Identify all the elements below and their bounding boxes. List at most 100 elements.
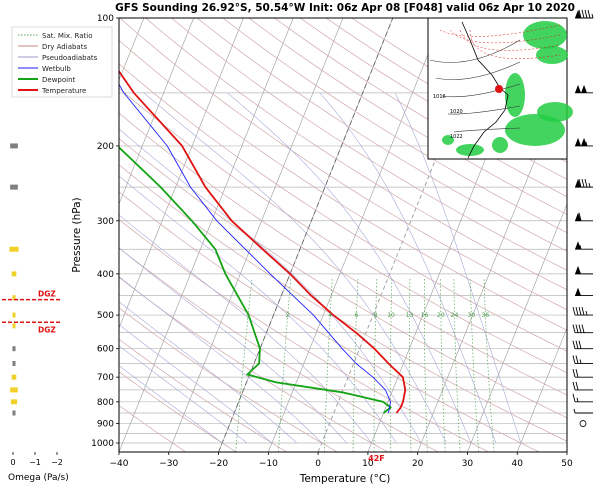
dry-adiabat (119, 338, 287, 452)
barb-pennant (581, 84, 587, 93)
mixing-ratio-labels: 1 2 4 6 8 10 13 16 20 24 30 36 (246, 312, 489, 319)
barb-pennant (575, 84, 581, 93)
dry-adiabat (196, 18, 567, 252)
pseudoadiabat (319, 92, 497, 444)
series-temperature (119, 69, 407, 414)
mixing-ratio-line (483, 278, 495, 452)
omega-bar (10, 387, 18, 393)
pseudoadiabat (394, 92, 522, 444)
x-tick-label: 10 (362, 459, 374, 469)
barb-pennant (575, 212, 581, 221)
barb-half (585, 310, 588, 316)
dry-adiabat (119, 404, 186, 452)
y-tick-label: 100 (97, 14, 114, 24)
precip-area (456, 144, 484, 156)
barb-half (576, 397, 579, 402)
legend: Sat. Mix. Ratio Dry Adiabats Pseudoadiabat… (11, 26, 113, 98)
dry-adiabat (119, 87, 567, 374)
barb-full (587, 9, 591, 19)
dry-adiabat-lines (119, 18, 567, 452)
y-tick-label: 600 (97, 345, 114, 355)
barb-full (575, 324, 579, 333)
legend-entry: Sat. Mix. Ratio (42, 32, 92, 40)
profile-traces (119, 69, 407, 414)
wind-barb (575, 137, 593, 147)
dry-adiabat (119, 191, 540, 452)
wind-barb (572, 369, 593, 378)
mixing-ratio-label: 16 (421, 312, 429, 319)
plot-area (119, 18, 567, 452)
x-tick-label: 20 (412, 459, 424, 469)
barb-full (575, 369, 579, 378)
barb-full (572, 393, 576, 402)
mixing-ratio-label: 10 (387, 312, 395, 319)
mixing-ratio-label: 36 (482, 312, 490, 319)
isobar-contour (453, 127, 521, 133)
legend-entry: Temperature (41, 87, 86, 95)
wind-barb (572, 381, 593, 391)
omega-bar (10, 399, 18, 405)
x-tick-label: 0 (315, 459, 321, 469)
isotherm-line (168, 18, 344, 452)
barb-half (585, 141, 588, 147)
barb-pennant (581, 137, 587, 146)
wind-barb (572, 340, 593, 350)
x-tick-label: −20 (209, 459, 228, 469)
mixing-ratio-label: 24 (451, 312, 459, 319)
wind-barb (572, 324, 593, 334)
barb-full (572, 340, 576, 349)
mixing-ratio-line (389, 278, 393, 452)
isotherm-line (467, 203, 567, 452)
wind-barb (575, 84, 593, 94)
barb-half (588, 183, 591, 188)
wind-barb (573, 408, 593, 414)
series-wetbulb (119, 83, 391, 414)
wind-barb (579, 420, 587, 427)
isobar-label: 1022 (450, 134, 463, 140)
barb-pennant (575, 179, 581, 188)
precip-area (442, 135, 454, 145)
coastline (461, 21, 509, 159)
inset-map: 1020 1022 1016 (427, 17, 573, 160)
thickness-contour (449, 29, 561, 44)
pseudoadiabat-lines (119, 92, 522, 444)
omega-bar (10, 184, 18, 190)
wind-barb (575, 265, 593, 275)
omega-bar (10, 143, 18, 149)
x-tick-label: 50 (561, 459, 573, 469)
barb-half (579, 245, 582, 250)
barb-full (572, 355, 576, 364)
freezing-ref-line (218, 18, 394, 452)
omega-bar (12, 360, 16, 366)
thickness-contour (439, 24, 561, 37)
isotherm-line (516, 327, 567, 452)
barb-pennant (575, 265, 581, 274)
isobar-contour (447, 105, 521, 115)
barb-full (581, 179, 585, 188)
axes: −40 −30 −20 −10 0 10 20 30 40 5010020030040050060… (91, 14, 573, 469)
mixing-ratio-label: 13 (406, 312, 414, 319)
omega-bar (11, 271, 17, 277)
dry-adiabat (119, 18, 567, 311)
dry-adiabat (119, 39, 567, 331)
wind-barb (572, 306, 593, 316)
barb-full (581, 324, 585, 333)
y-tick-label: 500 (97, 311, 114, 321)
barb-full (584, 9, 588, 19)
y-tick-label: 800 (97, 398, 114, 408)
chart-title: GFS Sounding 26.92°S, 50.54°W Init: 06z … (115, 2, 575, 14)
y-tick-label: 900 (97, 420, 114, 430)
surface-temp-annotation: 42F (368, 454, 385, 463)
barb-pennant (575, 287, 581, 296)
isotherm-line (119, 18, 194, 205)
wind-barb (575, 212, 593, 222)
x-axis-label: Temperature (°C) (299, 473, 391, 485)
pseudoadiabat (227, 92, 472, 444)
barb-full (578, 212, 582, 221)
wind-barb (575, 287, 593, 297)
mixing-ratio-line (470, 278, 480, 452)
dry-adiabat (171, 18, 567, 271)
legend-entry: Dewpoint (42, 76, 76, 84)
dry-adiabat (119, 218, 489, 452)
